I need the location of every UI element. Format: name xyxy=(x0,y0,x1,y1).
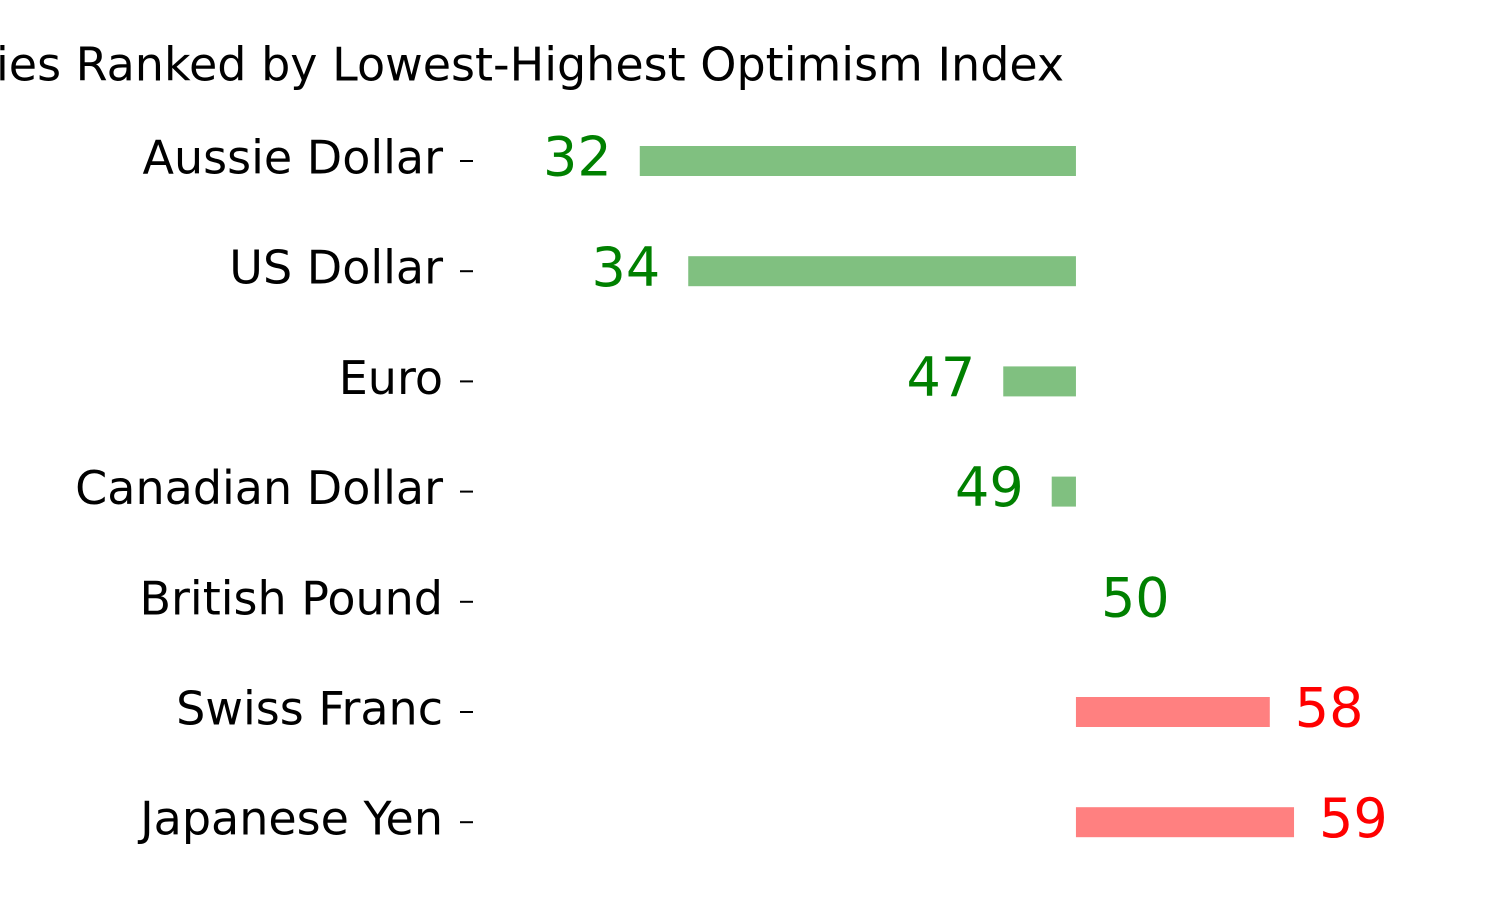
y-tick-label: Euro xyxy=(339,351,443,405)
value-label: 50 xyxy=(1101,566,1170,629)
bar xyxy=(1075,697,1270,727)
y-tick-label: Aussie Dollar xyxy=(143,131,444,185)
bar xyxy=(688,256,1076,287)
bar xyxy=(1075,807,1295,838)
chart-title: ies Ranked by Lowest-Highest Optimism In… xyxy=(0,38,1064,92)
value-label: 49 xyxy=(955,456,1024,519)
value-label: 59 xyxy=(1319,787,1388,850)
value-label: 34 xyxy=(592,236,661,299)
bar xyxy=(1051,476,1076,507)
y-tick-label: British Pound xyxy=(139,571,443,625)
bar xyxy=(639,146,1076,176)
value-label: 47 xyxy=(907,346,976,409)
y-tick-label: Swiss Franc xyxy=(176,682,443,736)
y-tick-label: Japanese Yen xyxy=(137,792,443,846)
value-label: 58 xyxy=(1295,677,1364,740)
y-tick-label: Canadian Dollar xyxy=(75,461,443,515)
y-tick-label: US Dollar xyxy=(229,241,443,295)
value-label: 32 xyxy=(543,126,612,189)
bar xyxy=(1003,366,1076,397)
